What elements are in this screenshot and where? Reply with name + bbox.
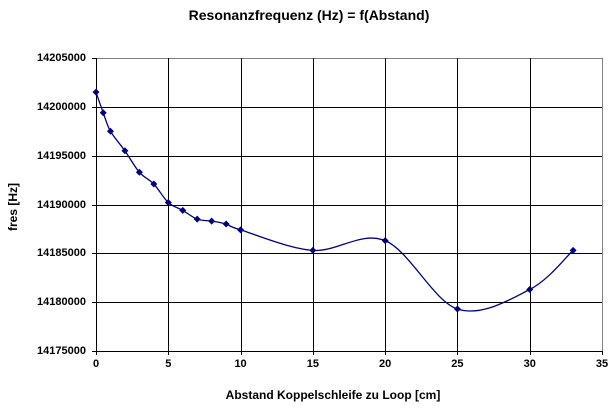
x-tick-label: 35	[595, 358, 609, 370]
x-axis-title: Abstand Koppelschleife zu Loop [cm]	[225, 388, 441, 402]
data-point-marker	[237, 226, 245, 234]
data-point-marker	[381, 237, 389, 245]
y-tick-label: 14200000	[37, 100, 86, 113]
data-point-marker	[179, 206, 187, 214]
data-point-marker	[526, 285, 534, 293]
data-point-marker	[453, 305, 461, 313]
data-point-marker	[222, 220, 230, 228]
data-point-marker	[164, 199, 172, 207]
data-point-marker	[569, 246, 577, 254]
x-tick-label: 30	[523, 358, 536, 370]
data-point-marker	[150, 180, 158, 188]
data-point-marker	[92, 88, 100, 96]
x-tick-label: 5	[165, 358, 172, 370]
data-point-marker	[106, 127, 114, 135]
data-point-marker	[121, 147, 129, 155]
y-tick-label: 14175000	[37, 345, 86, 357]
x-tick-label: 10	[234, 358, 247, 370]
data-point-marker	[135, 168, 143, 176]
x-tick-label: 15	[306, 358, 319, 370]
x-tick-label: 20	[379, 358, 392, 370]
y-tick-label: 14185000	[37, 247, 86, 260]
y-tick-label: 14205000	[37, 52, 86, 64]
data-series-line	[95, 91, 574, 312]
y-tick-label: 14190000	[37, 198, 86, 211]
data-point-marker	[99, 109, 107, 117]
data-point-marker	[309, 246, 317, 254]
x-tick-label: 25	[451, 358, 464, 370]
y-tick-label: 14195000	[37, 149, 86, 162]
y-tick-label: 14180000	[37, 296, 86, 309]
x-tick-label: 0	[92, 358, 100, 370]
data-point-marker	[193, 215, 201, 223]
chart-title: Resonanzfrequenz (Hz) = f(Abstand)	[188, 7, 430, 23]
data-point-marker	[208, 217, 216, 225]
